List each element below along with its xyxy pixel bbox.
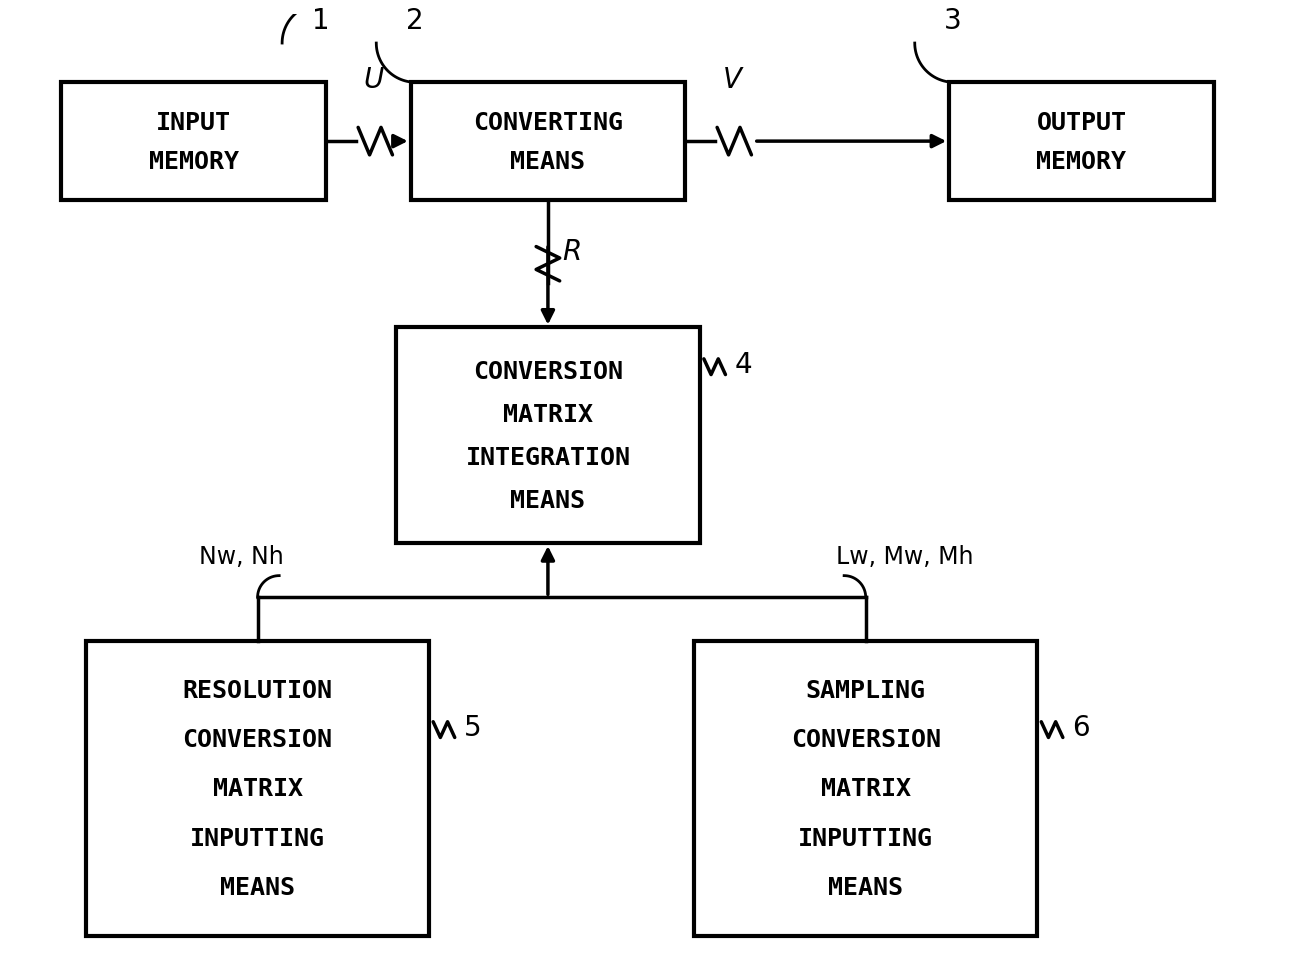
Text: INPUT: INPUT xyxy=(156,111,231,134)
Text: MEANS: MEANS xyxy=(510,150,585,173)
Text: MEANS: MEANS xyxy=(828,874,903,899)
Text: 5: 5 xyxy=(464,713,481,740)
Bar xyxy=(87,642,429,936)
Text: Lw, Mw, Mh: Lw, Mw, Mh xyxy=(836,545,974,568)
Bar xyxy=(395,329,700,544)
Bar xyxy=(62,83,327,200)
Text: MEMORY: MEMORY xyxy=(149,150,239,173)
Text: INTEGRATION: INTEGRATION xyxy=(465,446,630,469)
Text: CONVERSION: CONVERSION xyxy=(473,359,623,383)
Text: MEANS: MEANS xyxy=(220,874,295,899)
Text: CONVERSION: CONVERSION xyxy=(791,728,941,752)
Bar xyxy=(411,83,685,200)
Text: MEANS: MEANS xyxy=(510,489,585,512)
Text: INPUTTING: INPUTTING xyxy=(798,825,933,850)
Text: MATRIX: MATRIX xyxy=(503,402,593,426)
Text: OUTPUT: OUTPUT xyxy=(1036,111,1127,134)
Text: MEMORY: MEMORY xyxy=(1036,150,1127,173)
Text: 6: 6 xyxy=(1071,713,1089,740)
Text: CONVERTING: CONVERTING xyxy=(473,111,623,134)
Text: CONVERSION: CONVERSION xyxy=(182,728,332,752)
Text: 2: 2 xyxy=(406,7,424,35)
Text: 3: 3 xyxy=(944,7,963,35)
Text: MATRIX: MATRIX xyxy=(213,777,302,801)
Text: 1: 1 xyxy=(311,7,329,35)
Text: R: R xyxy=(562,238,581,266)
Text: RESOLUTION: RESOLUTION xyxy=(182,679,332,702)
Text: SAMPLING: SAMPLING xyxy=(806,679,925,702)
Text: V: V xyxy=(722,67,742,94)
Text: 4: 4 xyxy=(734,350,752,378)
Bar xyxy=(950,83,1214,200)
Text: INPUTTING: INPUTTING xyxy=(190,825,326,850)
Bar xyxy=(694,642,1037,936)
Text: MATRIX: MATRIX xyxy=(820,777,911,801)
Text: Nw, Nh: Nw, Nh xyxy=(199,545,283,568)
Text: U: U xyxy=(363,67,384,94)
